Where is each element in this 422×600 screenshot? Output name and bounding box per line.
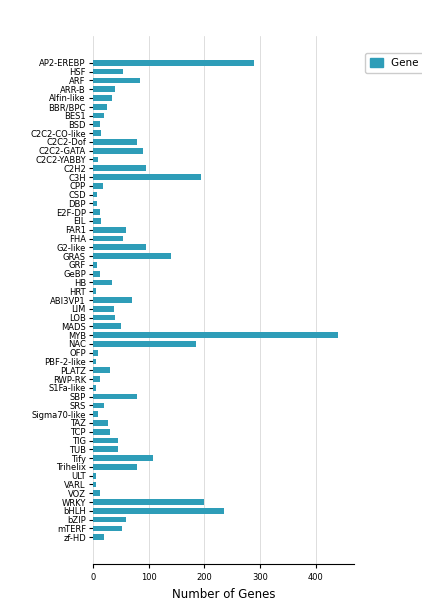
Bar (93, 455, 153, 461)
Bar (93, 148, 143, 154)
Bar (93, 236, 124, 241)
Bar (93, 297, 132, 303)
Bar (93, 420, 108, 426)
X-axis label: Number of Genes: Number of Genes (172, 587, 276, 600)
Bar (93, 403, 104, 408)
Bar (93, 429, 110, 434)
Bar (93, 166, 146, 171)
Bar (93, 437, 118, 443)
Bar (93, 77, 140, 83)
Bar (93, 289, 96, 294)
Bar (93, 227, 126, 233)
Bar (93, 473, 96, 479)
Legend: Gene Number: Gene Number (365, 53, 422, 73)
Bar (93, 244, 146, 250)
Bar (93, 526, 122, 531)
Bar (93, 121, 100, 127)
Bar (93, 534, 104, 540)
Bar (93, 332, 338, 338)
Bar (93, 482, 96, 487)
Bar (93, 464, 138, 470)
Bar (93, 359, 96, 364)
Bar (93, 139, 138, 145)
Bar (93, 446, 118, 452)
Bar (93, 490, 100, 496)
Bar (93, 200, 97, 206)
Bar (93, 499, 204, 505)
Bar (93, 174, 201, 180)
Bar (93, 95, 112, 101)
Bar (93, 385, 96, 391)
Bar (93, 350, 98, 356)
Bar (93, 157, 98, 163)
Bar (93, 113, 104, 118)
Bar (93, 306, 114, 311)
Bar (93, 86, 115, 92)
Bar (93, 323, 121, 329)
Bar (93, 341, 196, 347)
Bar (93, 376, 100, 382)
Bar (93, 315, 115, 320)
Bar (93, 104, 107, 110)
Bar (93, 69, 124, 74)
Bar (93, 394, 138, 400)
Bar (93, 271, 100, 277)
Bar (93, 253, 171, 259)
Bar (93, 367, 110, 373)
Bar (93, 280, 112, 285)
Bar (93, 60, 254, 66)
Bar (93, 183, 103, 188)
Bar (93, 262, 97, 268)
Bar (93, 412, 98, 417)
Bar (93, 130, 101, 136)
Bar (93, 209, 100, 215)
Bar (93, 517, 126, 523)
Bar (93, 192, 97, 197)
Bar (93, 218, 101, 224)
Bar (93, 508, 224, 514)
